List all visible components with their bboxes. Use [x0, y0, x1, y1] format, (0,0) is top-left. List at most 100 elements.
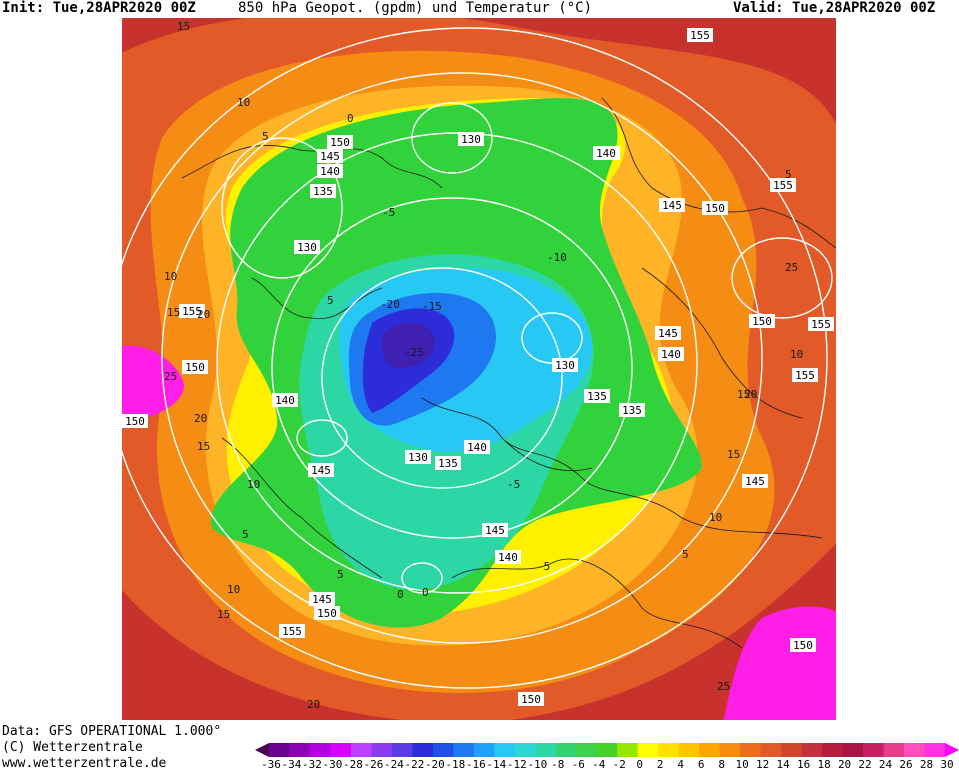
- legend-tick-label: 24: [879, 758, 893, 770]
- geopotential-label: 145: [317, 149, 343, 163]
- svg-text:150: 150: [185, 361, 205, 374]
- violet-core: [382, 322, 436, 369]
- temperature-label: 25: [164, 370, 177, 383]
- legend-swatch: [371, 743, 393, 757]
- geopotential-label: 150: [749, 314, 775, 328]
- svg-text:140: 140: [275, 394, 295, 407]
- temperature-label: 20: [194, 412, 207, 425]
- geopotential-label: 140: [658, 347, 684, 361]
- geopotential-label: 145: [482, 523, 508, 537]
- geopotential-label: 145: [308, 463, 334, 477]
- svg-text:155: 155: [773, 179, 793, 192]
- legend-tick-label: -8: [551, 758, 564, 770]
- legend-tick-label: -30: [323, 758, 343, 770]
- svg-text:140: 140: [467, 441, 487, 454]
- legend-swatch: [596, 743, 618, 757]
- legend-tick-label: -20: [425, 758, 445, 770]
- legend-swatch: [883, 743, 905, 757]
- svg-text:150: 150: [125, 415, 145, 428]
- svg-text:130: 130: [297, 241, 317, 254]
- temperature-label: 5: [262, 130, 269, 143]
- geopotential-label: 145: [742, 474, 768, 488]
- legend-swatch: [255, 743, 269, 757]
- temperature-label: -20: [380, 298, 400, 311]
- svg-text:150: 150: [330, 136, 350, 149]
- legend-swatch: [699, 743, 721, 757]
- geopotential-label: 135: [310, 184, 336, 198]
- legend-swatch: [801, 743, 823, 757]
- temperature-label: 10: [164, 270, 177, 283]
- geopotential-label: 150: [790, 638, 816, 652]
- legend-tick-label: -18: [445, 758, 465, 770]
- legend-swatch: [453, 743, 475, 757]
- geopotential-label: 150: [518, 692, 544, 706]
- legend-tick-label: 10: [736, 758, 749, 770]
- legend-tick-label: -10: [527, 758, 547, 770]
- legend-tick-label: -26: [363, 758, 383, 770]
- legend-tick-label: -14: [486, 758, 506, 770]
- temperature-label: 25: [785, 261, 798, 274]
- legend-tick-label: -36: [261, 758, 281, 770]
- legend-tick-label: -4: [592, 758, 606, 770]
- svg-text:145: 145: [311, 464, 331, 477]
- svg-text:130: 130: [408, 451, 428, 464]
- legend-tick-labels: -36 -34 -32 -30 -28 -26 -24 -22 -20 -18 -16 -14 -12-…: [261, 758, 954, 770]
- geopotential-label: 155: [808, 317, 834, 331]
- legend-tick-label: 18: [817, 758, 830, 770]
- weather-map: 1501451401351301301401451501551551501551…: [122, 18, 836, 720]
- magenta-west: [122, 345, 184, 423]
- legend-swatch: [535, 743, 557, 757]
- svg-text:155: 155: [182, 305, 202, 318]
- legend-tick-label: -28: [343, 758, 363, 770]
- geopotential-label: 140: [495, 550, 521, 564]
- svg-text:155: 155: [282, 625, 302, 638]
- geopotential-label: 155: [687, 28, 713, 42]
- legend-swatch: [637, 743, 659, 757]
- legend-swatch: [289, 743, 311, 757]
- legend-swatch: [555, 743, 577, 757]
- svg-text:145: 145: [745, 475, 765, 488]
- svg-text:155: 155: [795, 369, 815, 382]
- legend-swatch: [494, 743, 516, 757]
- temperature-label: 10: [247, 478, 260, 491]
- svg-text:145: 145: [320, 150, 340, 163]
- temperature-label: 15: [217, 608, 230, 621]
- geopotential-label: 150: [182, 360, 208, 374]
- svg-text:150: 150: [705, 202, 725, 215]
- geopotential-label: 150: [122, 414, 148, 428]
- legend-tick-label: -32: [302, 758, 322, 770]
- legend-tick-label: -16: [466, 758, 486, 770]
- geopotential-labels: 1501451401351301301401451501551551501551…: [122, 28, 834, 706]
- temperature-label: 5: [242, 528, 249, 541]
- color-scale-legend: -36 -34 -32 -30 -28 -26 -24 -22 -20 -18 -16 -14 -12-…: [255, 743, 959, 770]
- temperature-label: -5: [382, 206, 395, 219]
- legend-swatch: [473, 743, 495, 757]
- svg-text:155: 155: [811, 318, 831, 331]
- geopotential-label: 145: [659, 198, 685, 212]
- geopotential-label: 150: [314, 606, 340, 620]
- svg-text:140: 140: [498, 551, 518, 564]
- temperature-label: 0: [397, 588, 404, 601]
- svg-text:135: 135: [587, 390, 607, 403]
- svg-text:150: 150: [752, 315, 772, 328]
- temperature-label: 10: [237, 96, 250, 109]
- legend-tick-label: 6: [698, 758, 705, 770]
- temperature-label: 15: [177, 20, 190, 33]
- temperature-label: 5: [337, 568, 344, 581]
- legend-swatch: [781, 743, 803, 757]
- legend-tick-label: -12: [507, 758, 527, 770]
- legend-tick-label: -34: [282, 758, 302, 770]
- legend-tick-label: 14: [776, 758, 790, 770]
- temperature-label: 5: [682, 548, 689, 561]
- svg-text:130: 130: [461, 133, 481, 146]
- legend-swatch: [719, 743, 741, 757]
- legend-tick-label: -2: [613, 758, 626, 770]
- temperature-label: 0: [422, 586, 429, 599]
- legend-swatch: [924, 743, 946, 757]
- temperature-label: 20: [744, 388, 757, 401]
- website-link[interactable]: www.wetterzentrale.de: [2, 756, 167, 771]
- geopotential-label: 145: [655, 326, 681, 340]
- magenta-southeast: [723, 606, 836, 720]
- svg-text:150: 150: [521, 693, 541, 706]
- temperature-label: 5: [785, 168, 792, 181]
